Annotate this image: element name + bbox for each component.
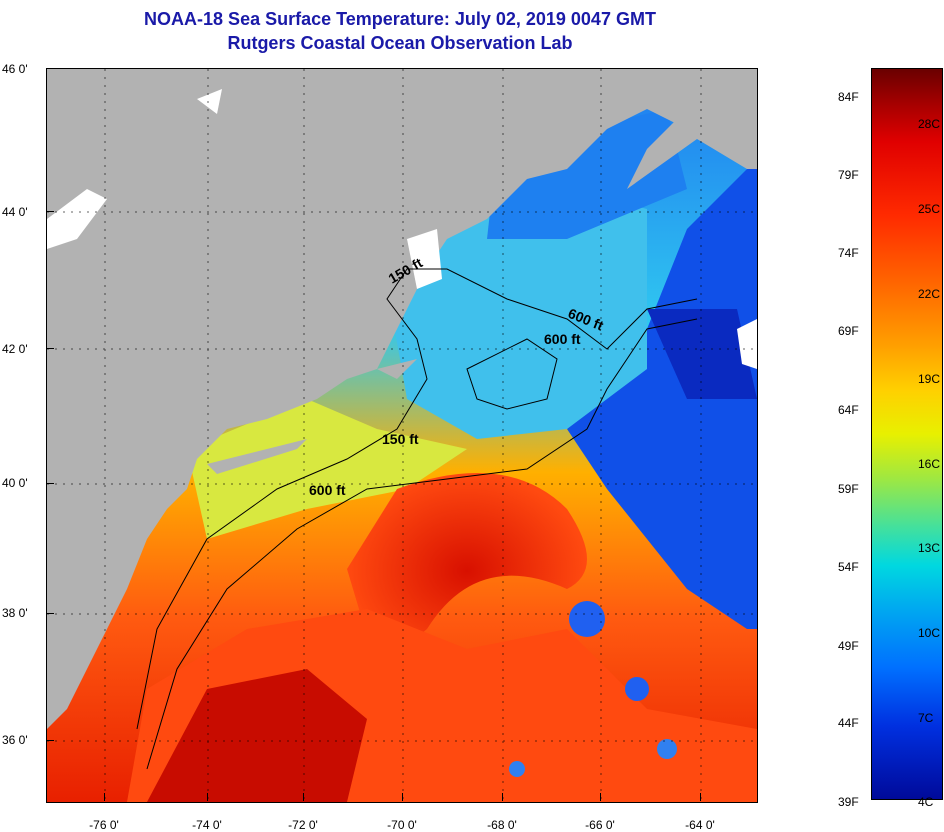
colorbar-f-label: 49F xyxy=(838,639,859,653)
lon-tick xyxy=(700,793,701,801)
lat-tick xyxy=(46,348,54,349)
eddy-1 xyxy=(569,601,605,637)
lon-label-72: -72 0' xyxy=(288,818,318,832)
lat-label-42: 42 0' xyxy=(2,342,28,356)
cloud-3 xyxy=(197,89,222,114)
map-title: NOAA-18 Sea Surface Temperature: July 02… xyxy=(144,9,656,29)
colorbar-c-label: 19C xyxy=(918,372,941,386)
colorbar-f-label: 39F xyxy=(838,795,859,809)
eddy-4 xyxy=(509,761,525,777)
gulf-of-maine-water xyxy=(377,189,647,439)
gulf-stream-core xyxy=(147,669,367,802)
shelf-water xyxy=(187,399,467,539)
lon-tick xyxy=(402,793,403,801)
lon-tick xyxy=(600,793,601,801)
lat-tick xyxy=(46,740,54,741)
lon-tick xyxy=(104,793,105,801)
sst-map: 150 ft 600 ft 600 ft 600 ft 150 ft xyxy=(46,68,758,803)
eddy-2 xyxy=(625,677,649,701)
land-cape-cod xyxy=(377,359,417,379)
cloud-2 xyxy=(407,229,442,289)
land-mainland xyxy=(47,69,757,729)
lon-label-68: -68 0' xyxy=(487,818,517,832)
lon-label-64: -64 0' xyxy=(685,818,715,832)
colorbar-f-label: 69F xyxy=(838,324,859,338)
lat-label-44: 44 0' xyxy=(2,205,28,219)
cloud-1 xyxy=(47,189,107,249)
contour-label-150ft: 150 ft xyxy=(382,431,419,447)
colorbar-c-label: 7C xyxy=(918,711,934,725)
lat-tick xyxy=(46,613,54,614)
colorbar-c-label: 4C xyxy=(918,795,934,809)
contour-label-600ft-south: 600 ft xyxy=(309,482,346,498)
colorbar-f-label: 59F xyxy=(838,482,859,496)
colorbar-f-label: 74F xyxy=(838,246,859,260)
colorbar-c-label: 22C xyxy=(918,287,941,301)
lon-tick xyxy=(502,793,503,801)
lat-label-36: 36 0' xyxy=(2,733,28,747)
sst-map-graphic: 150 ft 600 ft 600 ft 600 ft 150 ft xyxy=(47,69,757,802)
lat-label-40: 40 0' xyxy=(2,476,28,490)
cold-water-core xyxy=(647,309,757,399)
cloud-4 xyxy=(737,319,757,369)
lon-label-76: -76 0' xyxy=(89,818,119,832)
contour-label-600ft-east: 600 ft xyxy=(544,331,581,347)
gulf-stream-ring xyxy=(347,473,587,669)
colorbar-f-label: 64F xyxy=(838,403,859,417)
colorbar-c-label: 25C xyxy=(918,202,941,216)
colorbar-f-label: 79F xyxy=(838,168,859,182)
land-long-island xyxy=(207,439,307,474)
lon-label-66: -66 0' xyxy=(585,818,615,832)
colorbar-f-label: 84F xyxy=(838,90,859,104)
bathymetry-contours xyxy=(136,268,698,770)
lat-label-38: 38 0' xyxy=(2,606,28,620)
map-subtitle: Rutgers Coastal Ocean Observation Lab xyxy=(227,33,573,53)
eddy-3 xyxy=(657,739,677,759)
land-nova-scotia xyxy=(627,89,757,189)
colorbar-c-label: 10C xyxy=(918,626,941,640)
lon-label-74: -74 0' xyxy=(192,818,222,832)
colorbar-c-label: 16C xyxy=(918,457,941,471)
colorbar-f-label: 54F xyxy=(838,560,859,574)
lon-label-70: -70 0' xyxy=(387,818,417,832)
colorbar-c-label: 13C xyxy=(918,541,941,555)
lat-label-46: 46 0' xyxy=(2,62,28,76)
cold-water-east xyxy=(567,159,757,629)
lat-tick xyxy=(46,211,54,212)
lon-tick xyxy=(303,793,304,801)
colorbar-c-label: 28C xyxy=(918,117,941,131)
lon-tick xyxy=(207,793,208,801)
lat-tick xyxy=(46,483,54,484)
colorbar-f-label: 44F xyxy=(838,716,859,730)
temperature-colorbar xyxy=(871,68,943,800)
